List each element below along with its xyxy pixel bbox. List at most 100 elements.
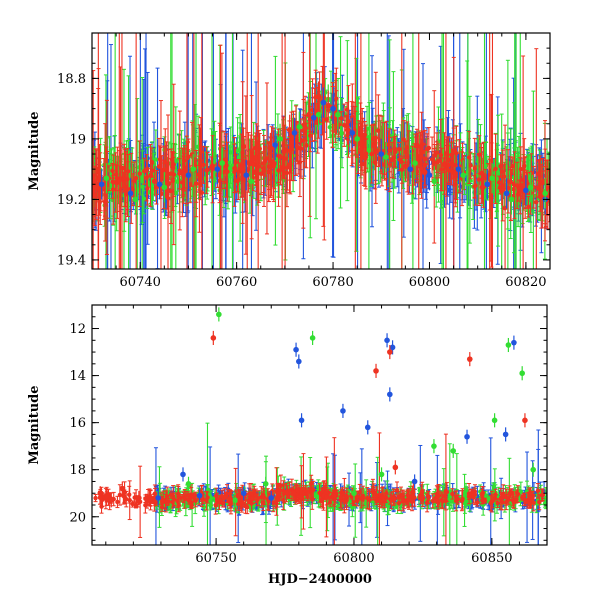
top-point	[534, 200, 539, 205]
top-point	[339, 116, 344, 121]
top-point	[105, 182, 110, 188]
top-point	[360, 136, 366, 141]
top-series-2-cloud	[92, 33, 550, 269]
top-point	[304, 143, 309, 148]
top-point	[250, 162, 255, 168]
top-point	[508, 179, 513, 184]
top-point	[472, 166, 477, 171]
top-point	[181, 187, 186, 192]
top-point	[137, 171, 142, 176]
top-point	[287, 148, 292, 153]
top-point	[356, 126, 362, 131]
top-point	[529, 170, 534, 176]
top-series-1-cloud	[92, 33, 550, 269]
top-point	[92, 186, 95, 191]
top-point	[241, 144, 246, 150]
top-point	[120, 175, 125, 181]
top-point	[148, 173, 153, 178]
top-point	[473, 183, 478, 188]
top-point	[393, 149, 398, 154]
top-point	[404, 145, 410, 150]
top-point	[500, 183, 505, 188]
top-point	[290, 140, 295, 145]
top-point	[110, 179, 116, 185]
top-point	[145, 166, 150, 172]
top-point	[481, 172, 486, 177]
top-point	[441, 163, 447, 168]
top-point	[188, 182, 193, 187]
top-point	[117, 178, 122, 184]
top-point	[119, 165, 125, 170]
top-point	[308, 133, 313, 138]
top-point	[196, 171, 202, 177]
top-point	[362, 132, 368, 137]
top-point	[232, 169, 237, 175]
top-point	[387, 162, 393, 167]
top-point	[436, 158, 442, 164]
top-point	[444, 152, 450, 157]
top-point	[110, 168, 115, 173]
top-point	[524, 178, 529, 184]
top-point	[350, 115, 355, 120]
top-point	[266, 169, 272, 175]
top-point	[130, 187, 136, 192]
top-point	[483, 176, 488, 181]
top-point	[425, 146, 430, 152]
top-point	[114, 175, 119, 181]
top-point	[171, 172, 177, 177]
top-point	[515, 192, 521, 197]
top-point	[511, 187, 516, 192]
top-point	[363, 151, 369, 156]
top-point	[518, 166, 524, 172]
top-point	[253, 154, 258, 160]
top-point	[156, 164, 162, 169]
top-point	[429, 157, 435, 162]
top-point	[389, 157, 395, 163]
top-point	[235, 148, 240, 154]
top-point	[371, 144, 376, 149]
top-point	[260, 161, 266, 166]
top-point	[144, 175, 149, 180]
top-point	[547, 193, 550, 199]
top-point	[164, 167, 169, 172]
top-point	[225, 169, 230, 174]
top-point	[171, 165, 176, 171]
top-point	[439, 167, 444, 172]
top-point	[468, 163, 473, 168]
top-point	[204, 168, 209, 173]
top-point	[301, 122, 306, 128]
top-point	[493, 166, 498, 171]
top-point	[153, 157, 159, 162]
top-point	[150, 168, 155, 173]
top-point	[228, 150, 233, 155]
top-point	[460, 158, 465, 163]
top-point	[198, 149, 204, 155]
top-point	[276, 153, 281, 159]
top-point	[264, 156, 270, 161]
top-point	[522, 163, 527, 169]
top-plot-area	[92, 33, 550, 269]
top-point	[131, 178, 137, 184]
top-point	[536, 171, 541, 176]
top-point	[467, 167, 473, 172]
top-point	[271, 161, 276, 167]
top-point	[177, 171, 182, 176]
top-point	[140, 184, 145, 189]
top-point	[476, 177, 482, 182]
top-point	[499, 169, 505, 174]
top-point	[327, 125, 333, 130]
top-point	[194, 181, 199, 186]
top-point	[173, 190, 179, 196]
top-point	[92, 193, 97, 199]
top-point	[240, 150, 245, 155]
top-point	[543, 209, 549, 215]
top-point	[212, 152, 217, 157]
top-point	[254, 140, 259, 146]
top-point	[295, 145, 300, 151]
top-point	[417, 153, 423, 159]
top-point	[261, 168, 267, 174]
top-panel: 60740 60760 60780 60800 6082018.81919.219.4 …	[27, 32, 551, 290]
top-point	[376, 128, 381, 133]
top-point	[233, 160, 239, 165]
